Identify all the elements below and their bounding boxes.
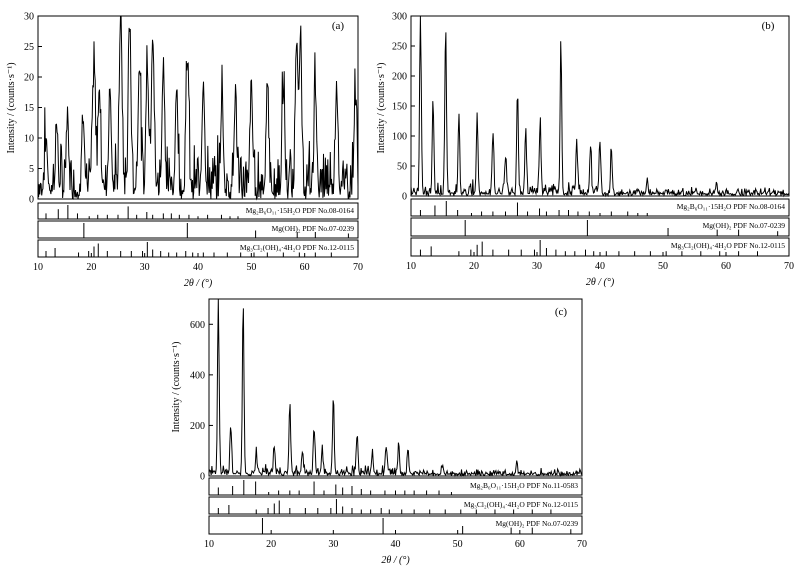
reference-label: Mg₃Cl₂(OH)₄·4H₂O PDF No.12-0115	[671, 241, 785, 250]
reference-box	[410, 217, 790, 237]
y-tick-label: 250	[392, 42, 407, 53]
reference-box	[37, 220, 359, 239]
x-tick-label: 60	[515, 539, 525, 550]
y-tick-label: 5	[29, 164, 34, 175]
y-tick-label: 10	[24, 134, 34, 145]
x-tick-label: 20	[86, 262, 96, 273]
chart-panel-3: 0 200 400 600 Mg₂B₆O₁₁·15H₂O PDF No.11-0583 M…	[171, 298, 587, 566]
y-tick-label: 150	[392, 102, 407, 113]
plot-area-frame	[208, 298, 583, 477]
x-axis-label: 2θ / (°)	[586, 277, 615, 288]
y-tick-label: 50	[397, 162, 407, 173]
reference-box	[208, 496, 583, 515]
x-tick-label: 20	[266, 539, 276, 550]
reference-label: Mg(OH)₂ PDF No.07-0239	[703, 221, 786, 230]
x-tick-label: 30	[140, 262, 150, 273]
chart-panel-2: 0 50 100 150 200 250 300 Mg₂B₆O₁₁·15H₂O PDF No.…	[376, 12, 794, 289]
x-tick-label: 50	[246, 262, 256, 273]
y-tick-label: 600	[190, 320, 205, 331]
reference-label: Mg₃Cl₂(OH)₄·4H₂O PDF No.12-0115	[464, 500, 578, 509]
x-tick-label: 50	[658, 261, 668, 272]
x-tick-label: 10	[33, 262, 43, 273]
reference-label: Mg₃Cl₂(OH)₄·4H₂O PDF No.12-0115	[240, 243, 354, 252]
panel-label: (b)	[762, 20, 775, 32]
y-tick-label: 0	[200, 472, 205, 483]
y-tick-label: 0	[402, 192, 407, 203]
reference-label: Mg₂B₆O₁₁·15H₂O PDF No.08-0164	[246, 206, 355, 215]
y-tick-label: 300	[392, 12, 407, 23]
y-axis-label: Intensity / (counts·s⁻¹)	[376, 62, 387, 153]
x-tick-label: 40	[595, 261, 605, 272]
x-tick-label: 30	[328, 539, 338, 550]
y-tick-label: 25	[24, 42, 34, 53]
chart-panel-1: 0 5 10 15 20 25 30 Mg₂B₆O₁₁·15H₂O PDF No.08-016…	[6, 12, 363, 290]
diffraction-series-line	[208, 298, 583, 478]
y-tick-label: 20	[24, 73, 34, 84]
reference-label: Mg(OH)₂ PDF No.07-0239	[496, 519, 579, 528]
x-tick-label: 40	[391, 539, 401, 550]
x-tick-label: 60	[721, 261, 731, 272]
panel-label: (a)	[332, 20, 345, 32]
x-tick-label: 10	[406, 261, 416, 272]
plot-area-frame	[410, 15, 790, 197]
y-tick-label: 400	[190, 370, 205, 381]
x-tick-label: 30	[532, 261, 542, 272]
x-tick-label: 70	[577, 539, 587, 550]
reference-label: Mg₂B₆O₁₁·15H₂O PDF No.11-0583	[470, 481, 578, 490]
x-tick-label: 50	[453, 539, 463, 550]
diffraction-series-line	[37, 15, 359, 201]
x-tick-label: 10	[204, 539, 214, 550]
y-tick-label: 100	[392, 132, 407, 143]
x-tick-label: 60	[300, 262, 310, 273]
y-tick-label: 200	[190, 421, 205, 432]
y-axis-label: Intensity / (counts·s⁻¹)	[171, 341, 182, 432]
y-axis-label: Intensity / (counts·s⁻¹)	[6, 62, 17, 153]
x-axis-label: 2θ / (°)	[381, 555, 410, 566]
diffraction-series-line	[410, 16, 790, 198]
x-tick-label: 40	[193, 262, 203, 273]
y-tick-label: 0	[29, 195, 34, 206]
y-tick-label: 30	[24, 12, 34, 23]
x-tick-label: 70	[353, 262, 363, 273]
y-tick-label: 200	[392, 72, 407, 83]
reference-label: Mg(OH)₂ PDF No.07-0239	[272, 224, 355, 233]
panel-label: (c)	[555, 306, 568, 318]
y-tick-label: 15	[24, 103, 34, 114]
reference-label: Mg₂B₆O₁₁·15H₂O PDF No.08-0164	[677, 202, 786, 211]
x-tick-label: 70	[784, 261, 794, 272]
x-axis-label: 2θ / (°)	[184, 278, 213, 289]
x-tick-label: 20	[469, 261, 479, 272]
